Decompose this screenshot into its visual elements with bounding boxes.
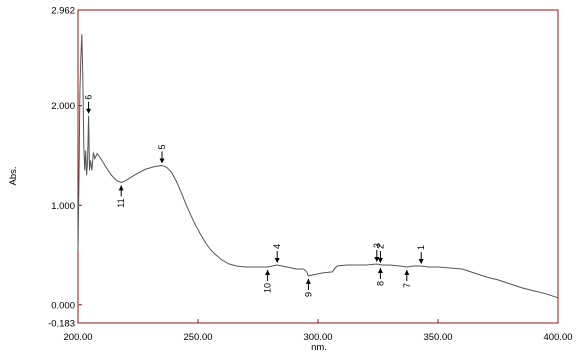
x-tick-label: 200.00: [63, 332, 92, 343]
valley-arrow-head: [265, 269, 271, 275]
y-axis-title: Abs.: [8, 166, 19, 185]
valley-label: 8: [375, 281, 385, 286]
peak-arrow-head: [159, 158, 165, 164]
peak-arrow-head: [418, 258, 424, 264]
x-tick-label: 400.00: [543, 332, 572, 343]
x-tick-label: 250.00: [183, 332, 212, 343]
peak-label: 6: [84, 95, 94, 100]
peak-arrow-head: [274, 257, 280, 263]
peak-label: 2: [375, 244, 385, 249]
peak-label: 1: [416, 245, 426, 250]
y-tick-label: 2.000: [51, 101, 75, 112]
valley-arrow-head: [118, 185, 124, 191]
peak-label: 3: [372, 243, 382, 248]
peak-label: 4: [272, 244, 282, 249]
y-tick-label: -0.183: [48, 319, 75, 330]
x-tick-label: 350.00: [423, 332, 452, 343]
y-tick-label: 2.962: [51, 6, 75, 17]
valley-arrow-head: [404, 269, 410, 275]
y-tick-label: 1.000: [51, 201, 75, 212]
peak-arrow-head: [86, 108, 92, 114]
y-tick-label: 0.000: [51, 300, 75, 311]
peak-arrow-head: [374, 256, 380, 262]
x-axis-title: nm.: [311, 342, 327, 353]
peak-label: 5: [157, 144, 167, 149]
plot-frame: [77, 9, 559, 324]
x-tick-label: 300.00: [303, 332, 332, 343]
valley-arrow-head: [305, 278, 311, 284]
peak-arrow-head: [377, 257, 383, 263]
plot-area: 2.962 2.000 1.000 0.000 -0.183 200.00 250.00 30…: [48, 6, 572, 344]
spectrum-line: [77, 34, 559, 299]
valley-label: 7: [402, 283, 412, 288]
valley-label: 10: [263, 283, 273, 293]
valley-arrow-head: [377, 267, 383, 273]
valley-label: 9: [303, 292, 313, 297]
valley-label: 11: [116, 198, 126, 207]
